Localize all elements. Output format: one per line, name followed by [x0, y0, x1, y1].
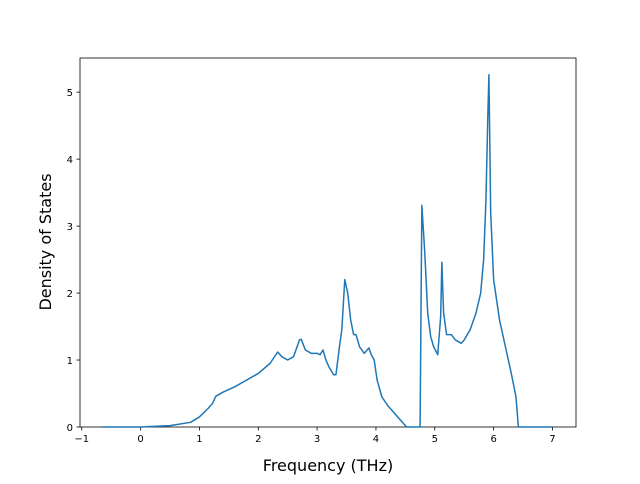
x-tick-label: 4 — [373, 434, 379, 445]
x-tick-label: 6 — [490, 434, 496, 445]
y-tick-label: 0 — [67, 423, 73, 434]
x-tick-label: 3 — [314, 434, 320, 445]
y-tick-label: 1 — [67, 356, 73, 367]
x-tick-label: −1 — [74, 434, 89, 445]
x-tick-label: 5 — [432, 434, 438, 445]
x-tick-label: 2 — [255, 434, 261, 445]
x-axis-label: Frequency (THz) — [263, 456, 393, 475]
x-tick-label: 1 — [196, 434, 202, 445]
y-axis-label: Density of States — [36, 173, 55, 310]
x-tick-label: 0 — [137, 434, 143, 445]
plot-frame — [79, 57, 577, 428]
x-tick-label: 7 — [549, 434, 555, 445]
y-tick-label: 2 — [67, 289, 73, 300]
y-tick-label: 4 — [67, 155, 73, 166]
y-tick-label: 3 — [67, 222, 73, 233]
dos-line — [102, 73, 553, 428]
y-tick-label: 5 — [67, 88, 73, 99]
